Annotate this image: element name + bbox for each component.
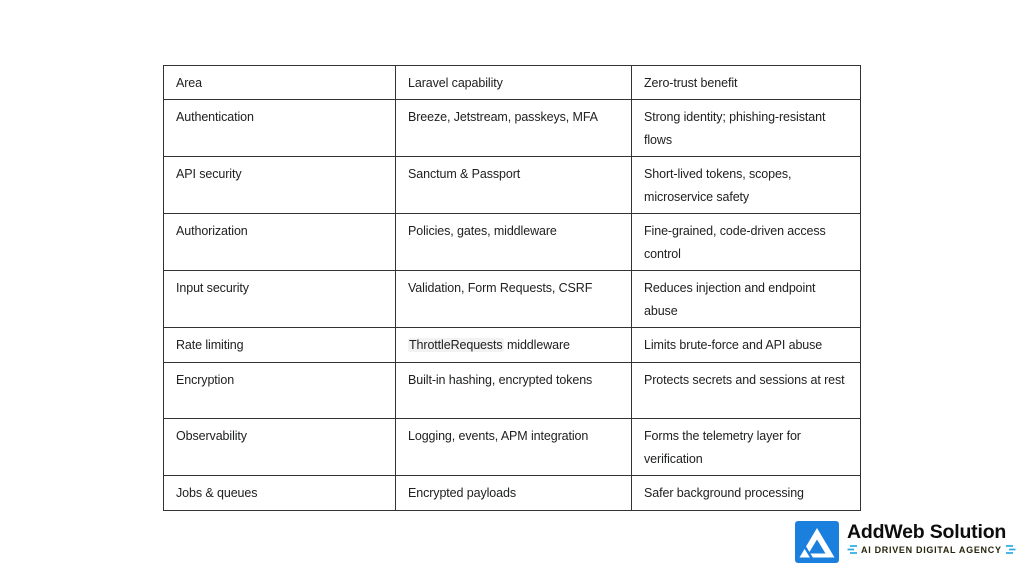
column-header-zero-trust-benefit: Zero-trust benefit (631, 65, 861, 100)
table-row: Encryption Built-in hashing, encrypted to… (163, 362, 861, 419)
table-cell: Forms the telemetry layer for verificati… (631, 418, 861, 476)
logo-tagline: AI DRIVEN DIGITAL AGENCY (861, 544, 1002, 555)
table-cell: Observability (163, 418, 396, 476)
table-header-row: Area Laravel capability Zero-trust benef… (163, 65, 861, 100)
table-row: Rate limiting ThrottleRequests middleware… (163, 327, 861, 363)
column-header-laravel-capability: Laravel capability (395, 65, 632, 100)
table-cell: Limits brute-force and API abuse (631, 327, 861, 363)
table-cell: Protects secrets and sessions at rest (631, 362, 861, 419)
table-cell: Sanctum & Passport (395, 156, 632, 214)
table-row: API security Sanctum & Passport Short-live… (163, 156, 861, 214)
table-cell: Validation, Form Requests, CSRF (395, 270, 632, 328)
table-row: Observability Logging, events, APM integr… (163, 418, 861, 476)
table-cell: Authentication (163, 99, 396, 157)
table-cell: Strong identity; phishing-resistant flow… (631, 99, 861, 157)
laravel-zero-trust-table: Area Laravel capability Zero-trust benef… (163, 65, 861, 511)
table-cell: ThrottleRequests middleware (395, 327, 632, 363)
table-row: Jobs & queues Encrypted payloads Safer bac… (163, 475, 861, 511)
table-cell: Encryption (163, 362, 396, 419)
tagline-accent-left-icon (847, 544, 858, 555)
table-cell: Input security (163, 270, 396, 328)
table-cell: Rate limiting (163, 327, 396, 363)
column-header-area: Area (163, 65, 396, 100)
table-cell: Policies, gates, middleware (395, 213, 632, 271)
capability-table-container: Area Laravel capability Zero-trust benef… (163, 65, 861, 511)
table-cell: Reduces injection and endpoint abuse (631, 270, 861, 328)
logo-company-name: AddWeb Solution (847, 521, 1007, 543)
tagline-accent-right-icon (1005, 544, 1016, 555)
table-row: Authorization Policies, gates, middleware… (163, 213, 861, 271)
table-body: Authentication Breeze, Jetstream, passkey… (163, 99, 861, 511)
table-cell: Encrypted payloads (395, 475, 632, 511)
table-cell: Breeze, Jetstream, passkeys, MFA (395, 99, 632, 157)
addweb-a-icon (795, 521, 839, 563)
logo-text-block: AddWeb Solution AI DRIVEN DIGITAL AGENCY (847, 521, 1016, 555)
table-cell: Short-lived tokens, scopes, microservice… (631, 156, 861, 214)
inline-code: ThrottleRequests (408, 338, 504, 352)
table-row: Input security Validation, Form Requests,… (163, 270, 861, 328)
table-cell: Safer background processing (631, 475, 861, 511)
table-cell: Fine-grained, code-driven access control (631, 213, 861, 271)
table-cell: Jobs & queues (163, 475, 396, 511)
logo-tagline-row: AI DRIVEN DIGITAL AGENCY (847, 544, 1016, 555)
table-cell: Built-in hashing, encrypted tokens (395, 362, 632, 419)
table-cell: Logging, events, APM integration (395, 418, 632, 476)
table-cell: Authorization (163, 213, 396, 271)
table-row: Authentication Breeze, Jetstream, passkey… (163, 99, 861, 157)
addweb-logo: AddWeb Solution AI DRIVEN DIGITAL AGENCY (795, 521, 1016, 563)
table-cell: API security (163, 156, 396, 214)
